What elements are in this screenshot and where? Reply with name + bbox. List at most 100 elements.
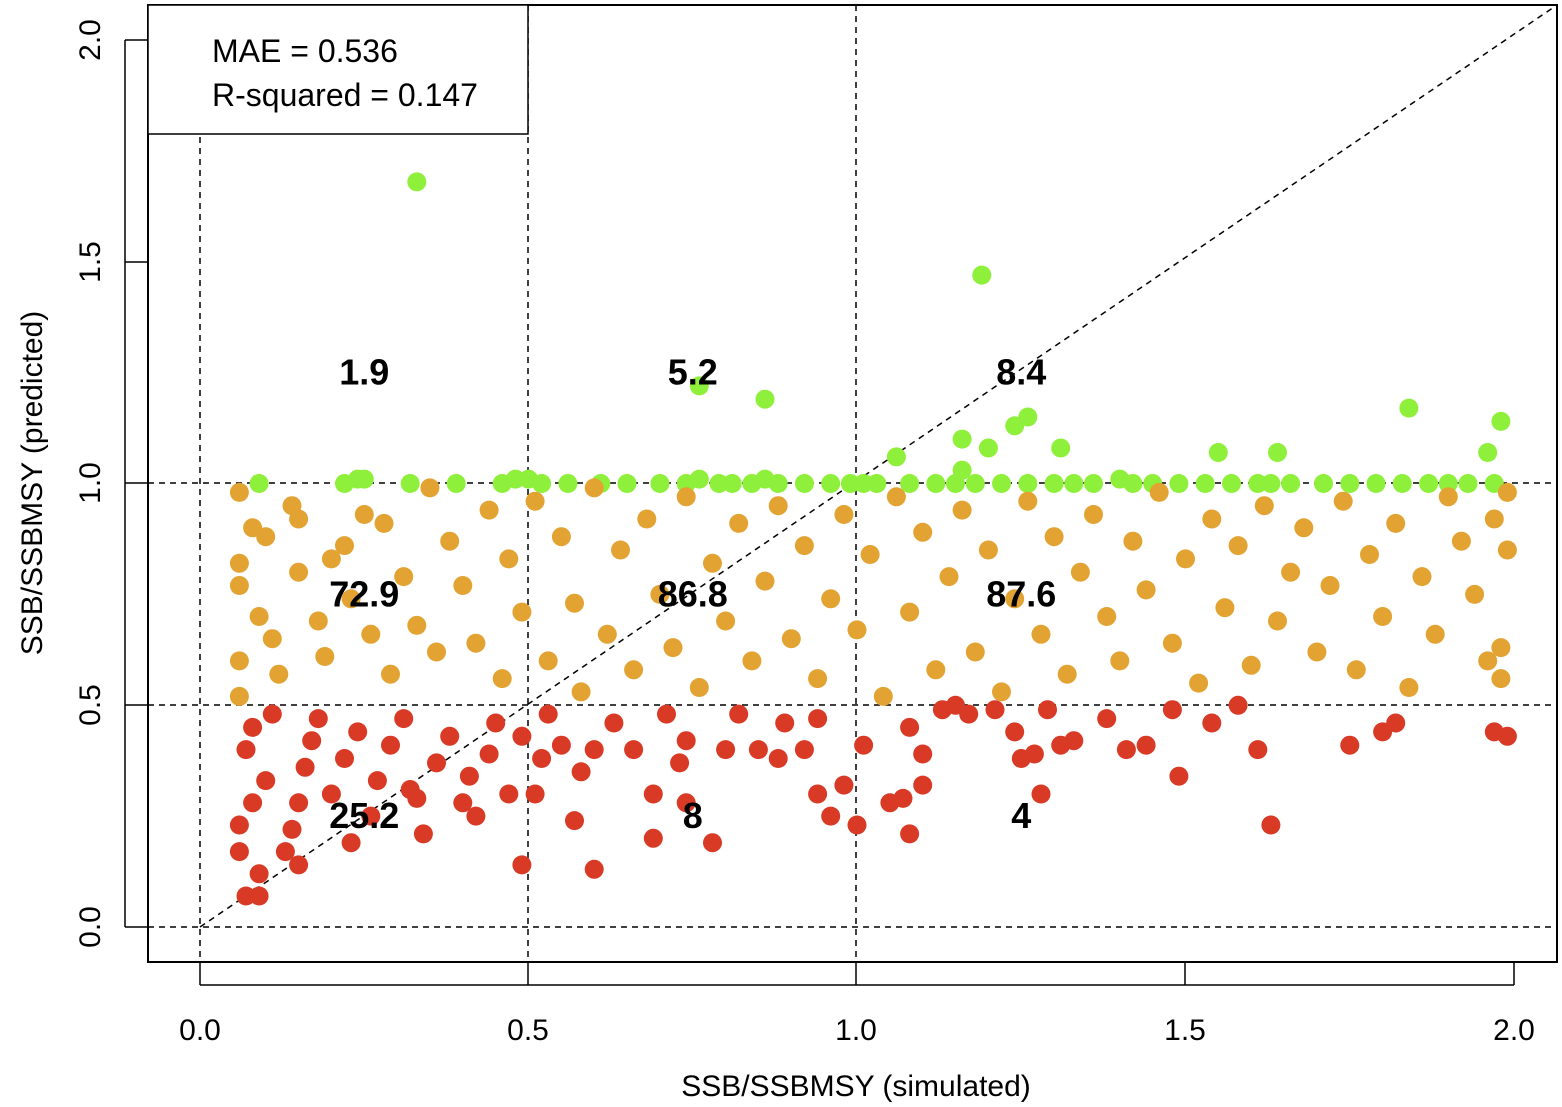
point-high-23 xyxy=(505,469,525,489)
point-low-17 xyxy=(321,784,341,804)
point-mid-4 xyxy=(229,686,249,706)
point-mid-60 xyxy=(873,686,893,706)
point-low-52 xyxy=(676,731,696,751)
point-high-50 xyxy=(1084,474,1103,493)
point-low-93 xyxy=(1340,735,1360,755)
point-mid-74 xyxy=(1057,664,1077,684)
point-high-54 xyxy=(1169,474,1189,493)
point-low-76 xyxy=(985,700,1005,720)
point-mid-1 xyxy=(229,553,249,573)
point-low-58 xyxy=(768,749,788,768)
point-low-50 xyxy=(657,704,676,724)
point-mid-53 xyxy=(781,629,801,649)
point-low-8 xyxy=(243,717,263,737)
point-low-77 xyxy=(1005,722,1025,742)
point-mid-89 xyxy=(1254,496,1274,516)
point-mid-29 xyxy=(479,500,499,520)
point-mid-68 xyxy=(978,540,998,560)
point-low-13 xyxy=(289,793,309,813)
point-high-6 xyxy=(952,429,972,449)
point-mid-103 xyxy=(1438,487,1458,507)
point-low-18 xyxy=(335,749,354,768)
x-tick-label: 1.5 xyxy=(1164,1014,1206,1047)
point-low-75 xyxy=(959,704,979,724)
point-low-23 xyxy=(381,735,400,755)
point-mid-36 xyxy=(565,593,584,613)
point-mid-8 xyxy=(262,629,282,649)
point-high-65 xyxy=(1438,474,1458,493)
point-mid-13 xyxy=(308,611,328,631)
point-low-29 xyxy=(440,726,460,746)
point-mid-107 xyxy=(1484,509,1504,529)
point-mid-78 xyxy=(1110,651,1130,671)
point-low-42 xyxy=(565,811,584,831)
point-mid-96 xyxy=(1346,660,1366,680)
point-low-65 xyxy=(847,815,867,835)
point-low-48 xyxy=(643,828,663,848)
point-high-28 xyxy=(617,474,637,493)
point-mid-93 xyxy=(1307,642,1327,662)
y-tick-label: 1.5 xyxy=(74,241,107,283)
point-mid-109 xyxy=(1497,540,1517,560)
point-low-51 xyxy=(670,753,690,773)
point-mid-100 xyxy=(1399,678,1419,697)
x-tick-label: 0.0 xyxy=(179,1014,221,1047)
point-low-56 xyxy=(729,704,749,724)
point-low-31 xyxy=(459,766,479,786)
point-high-15 xyxy=(1491,411,1511,431)
x-axis-title: SSB/SSBMSY (simulated) xyxy=(681,1070,1031,1103)
point-mid-34 xyxy=(538,651,558,671)
point-mid-70 xyxy=(1005,589,1025,609)
point-mid-46 xyxy=(689,678,709,697)
point-high-29 xyxy=(650,474,670,493)
point-mid-0 xyxy=(229,482,249,502)
zone-label-4: 86.8 xyxy=(658,573,728,614)
point-mid-101 xyxy=(1412,567,1432,587)
point-low-86 xyxy=(1136,735,1156,755)
point-low-43 xyxy=(571,762,591,782)
point-low-3 xyxy=(229,842,249,862)
point-high-41 xyxy=(867,474,887,493)
point-mid-49 xyxy=(729,513,749,533)
point-mid-37 xyxy=(571,682,591,702)
points-layer xyxy=(229,172,1517,906)
point-mid-92 xyxy=(1294,518,1314,538)
point-high-49 xyxy=(1064,474,1084,493)
r-squared-text: R-squared = 0.147 xyxy=(212,77,478,113)
y-axis: 0.0 0.5 1.0 1.5 2.0 xyxy=(74,19,148,948)
point-mid-55 xyxy=(808,669,828,689)
point-mid-40 xyxy=(611,540,630,560)
zone-label-1: 5.2 xyxy=(668,352,718,393)
point-high-37 xyxy=(794,474,814,493)
point-low-64 xyxy=(834,775,854,795)
point-mid-98 xyxy=(1373,607,1393,626)
point-low-53 xyxy=(676,793,696,813)
point-low-46 xyxy=(604,713,624,733)
zone-label-8: 4 xyxy=(1011,795,1031,836)
point-mid-87 xyxy=(1228,536,1248,556)
point-low-84 xyxy=(1097,709,1117,729)
point-mid-26 xyxy=(440,531,460,551)
point-low-14 xyxy=(295,757,315,777)
y-axis-title: SSB/SSBMSY (predicted) xyxy=(16,311,49,656)
point-mid-6 xyxy=(256,527,276,547)
point-mid-15 xyxy=(321,549,341,569)
point-high-21 xyxy=(446,474,466,493)
point-mid-19 xyxy=(361,624,381,644)
point-mid-61 xyxy=(886,487,906,507)
point-low-27 xyxy=(413,824,433,844)
point-mid-43 xyxy=(650,584,670,604)
point-high-57 xyxy=(1248,474,1268,493)
point-mid-108 xyxy=(1491,669,1511,689)
point-high-11 xyxy=(1208,443,1228,462)
point-high-64 xyxy=(1419,474,1439,493)
point-mid-80 xyxy=(1136,580,1156,600)
point-low-59 xyxy=(775,713,795,733)
point-low-63 xyxy=(821,806,841,826)
point-low-55 xyxy=(716,740,736,760)
point-low-81 xyxy=(1038,700,1057,720)
point-low-2 xyxy=(249,864,269,884)
y-tick-label: 0.0 xyxy=(74,906,107,948)
point-high-48 xyxy=(1044,474,1064,493)
